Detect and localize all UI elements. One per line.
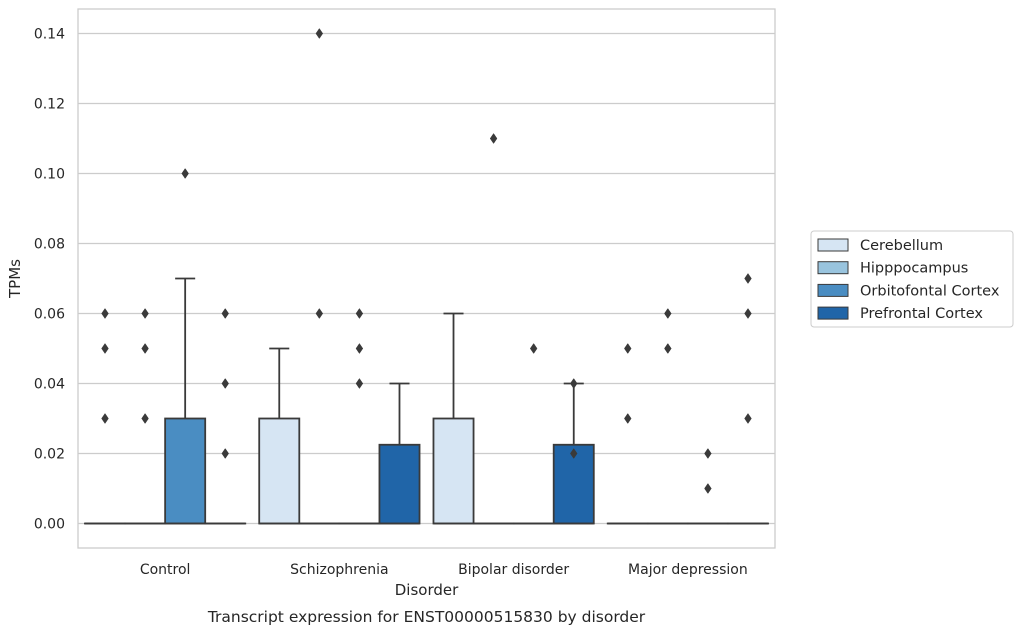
x-tick-label: Major depression bbox=[628, 562, 748, 578]
outlier-point bbox=[744, 273, 752, 284]
box-group bbox=[646, 308, 689, 525]
legend-label: Hipppocampus bbox=[860, 261, 968, 277]
box-iqr bbox=[378, 443, 421, 525]
outlier-point bbox=[355, 308, 364, 319]
box-group bbox=[472, 133, 515, 525]
outlier-point bbox=[101, 343, 109, 354]
outlier-point bbox=[744, 308, 752, 319]
outlier-point bbox=[141, 343, 149, 354]
box-iqr bbox=[432, 417, 475, 525]
legend-swatch bbox=[817, 238, 849, 252]
x-tick-label: Schizophrenia bbox=[290, 562, 388, 578]
outlier-point bbox=[101, 413, 109, 424]
legend-label: Cerebellum bbox=[860, 238, 943, 254]
box-group bbox=[378, 382, 421, 525]
outlier-point bbox=[570, 378, 578, 389]
y-tick-label: 0.06 bbox=[34, 307, 65, 323]
box-group bbox=[606, 343, 649, 525]
box-group bbox=[124, 308, 167, 525]
box-group bbox=[686, 448, 729, 525]
box-group bbox=[258, 347, 301, 525]
box-group bbox=[432, 312, 475, 525]
box-group bbox=[512, 343, 555, 525]
outlier-point bbox=[221, 448, 229, 459]
box-group bbox=[727, 273, 769, 525]
box-group bbox=[338, 308, 381, 525]
legend-swatch bbox=[817, 261, 849, 275]
outlier-point bbox=[664, 343, 672, 354]
box-group bbox=[164, 168, 207, 525]
box-group bbox=[552, 378, 595, 525]
x-axis-title: Disorder bbox=[395, 581, 459, 599]
outlier-point bbox=[744, 413, 752, 424]
y-tick-label: 0.02 bbox=[34, 447, 65, 463]
outlier-point bbox=[570, 448, 578, 459]
outlier-point bbox=[181, 168, 189, 179]
outlier-point bbox=[101, 308, 109, 319]
outlier-point bbox=[315, 28, 324, 39]
box-iqr bbox=[258, 417, 301, 525]
plot-frame bbox=[77, 8, 776, 549]
outlier-point bbox=[221, 378, 229, 389]
box-series bbox=[84, 28, 769, 525]
legend-swatch bbox=[817, 306, 849, 320]
outlier-point bbox=[704, 448, 712, 459]
outlier-point bbox=[355, 343, 364, 354]
x-axis-ticks: Control Schizophrenia Bipolar disorder Majo… bbox=[140, 562, 748, 578]
y-tick-label: 0.14 bbox=[34, 27, 65, 43]
legend-swatch bbox=[817, 283, 849, 297]
outlier-point bbox=[355, 378, 364, 389]
y-tick-label: 0.08 bbox=[34, 237, 65, 253]
box-group bbox=[298, 28, 341, 525]
outlier-point bbox=[489, 133, 498, 144]
y-axis-title: TPMs bbox=[6, 259, 24, 299]
legend-frame bbox=[810, 230, 1014, 328]
outlier-point bbox=[141, 308, 149, 319]
y-tick-label: 0.10 bbox=[34, 167, 65, 183]
box-group bbox=[204, 308, 247, 525]
outlier-point bbox=[221, 308, 229, 319]
box-group bbox=[84, 308, 126, 525]
outlier-point bbox=[529, 343, 538, 354]
outlier-point bbox=[624, 413, 632, 424]
box-iqr bbox=[164, 417, 207, 525]
legend: Cerebellum Hipppocampus Orbitofontal Corte… bbox=[810, 230, 1014, 328]
outlier-point bbox=[704, 483, 712, 494]
y-tick-label: 0.12 bbox=[34, 97, 65, 113]
chart-caption: Transcript expression for ENST0000051583… bbox=[207, 608, 646, 626]
x-tick-label: Bipolar disorder bbox=[458, 562, 569, 578]
outlier-point bbox=[315, 308, 324, 319]
legend-label: Prefrontal Cortex bbox=[860, 306, 983, 322]
legend-label: Orbitofontal Cortex bbox=[860, 283, 1000, 299]
x-tick-label: Control bbox=[140, 562, 191, 578]
outlier-point bbox=[624, 343, 632, 354]
outlier-point bbox=[664, 308, 672, 319]
y-tick-label: 0.00 bbox=[34, 517, 65, 533]
y-axis-ticks: 0.00 0.02 0.04 0.06 0.08 0.10 0.12 0.14 bbox=[34, 27, 65, 533]
outlier-point bbox=[141, 413, 149, 424]
y-tick-label: 0.04 bbox=[34, 377, 65, 393]
